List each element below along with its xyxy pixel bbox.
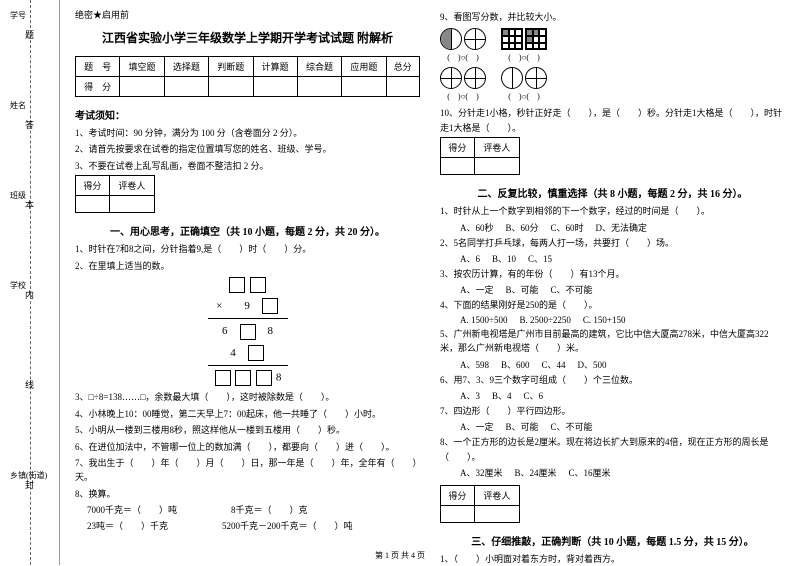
q9: 9、看图写分数，并比较大小。 [440, 10, 785, 24]
math-expr: × 9 [75, 297, 420, 315]
binding-mark: 封 [23, 480, 36, 489]
grader-box: 得分评卷人 [75, 175, 155, 213]
th: 计算题 [253, 57, 297, 77]
td: 得 分 [76, 77, 120, 97]
notice-item: 3、不要在试卷上乱写乱画，卷面不整洁扣 2 分。 [75, 159, 420, 173]
s2q1: 1、时针从上一个数字到相邻的下一个数字，经过的时间是（ ）。 [440, 204, 785, 218]
fraction-figures: ( )○( ) ( )○( ) [440, 67, 785, 102]
section1-head: 一、用心思考，正确填空（共 10 小题，每题 2 分，共 20 分）。 [75, 223, 420, 238]
s2q6: 6、用7、3、9三个数字可组成（ ）个三位数。 [440, 373, 785, 387]
s3q1: 1、（ ）小明面对着东方时，背对着西方。 [440, 552, 785, 566]
notice-item: 1、考试时间：90 分钟，满分为 100 分（含卷面分 2 分）。 [75, 126, 420, 140]
math-expr: 8 [75, 369, 420, 387]
math-expr [75, 276, 420, 294]
secret-label: 绝密★启用前 [75, 8, 420, 21]
grader-box: 得分评卷人 [440, 137, 520, 175]
th: 应用题 [342, 57, 386, 77]
exam-title: 江西省实验小学三年级数学上学期开学考试试题 附解析 [75, 29, 420, 46]
binding-mark: 内 [23, 290, 36, 299]
q6: 6、在进位加法中，不管哪一位上的数加满（ ），都要向（ ）进（ ）。 [75, 440, 420, 454]
content-area: 绝密★启用前 江西省实验小学三年级数学上学期开学考试试题 附解析 题 号 填空题… [60, 0, 800, 565]
q1: 1、时针在7和8之间，分针指着9,是（ ）时（ ）分。 [75, 242, 420, 256]
th: 题 号 [76, 57, 120, 77]
math-expr: 4 [75, 344, 420, 362]
grader-person: 评卷人 [109, 176, 154, 196]
s2q2-opts: A、6B、10C、15 [440, 252, 785, 265]
grader-score: 得分 [441, 138, 475, 158]
section2-head: 二、反复比较，慎重选择（共 8 小题，每题 2 分，共 16 分）。 [440, 185, 785, 200]
s2q3: 3、按农历计算，有的年份（ ）有13个月。 [440, 267, 785, 281]
s2q4: 4、下面的结果刚好是250的是（ ）。 [440, 298, 785, 312]
grader-box: 得分评卷人 [440, 485, 520, 523]
s2q7: 7、四边形（ ）平行四边形。 [440, 404, 785, 418]
binding-mark: 线 [23, 380, 36, 389]
th: 总分 [386, 57, 419, 77]
binding-label: 姓名 [10, 100, 26, 111]
th: 判断题 [209, 57, 253, 77]
s2q8-opts: A、32厘米B、24厘米C、16厘米 [440, 466, 785, 479]
compare-blank: ( )○( ) [447, 52, 479, 63]
binding-mark: 本 [23, 200, 36, 209]
binding-mark: 题 [23, 30, 36, 39]
section3-head: 三、仔细推敲，正确判断（共 10 小题，每题 1.5 分，共 15 分）。 [440, 533, 785, 548]
s2q5: 5、广州新电视塔是广州市目前最高的建筑，它比中信大厦高278米，中信大厦高322… [440, 327, 785, 356]
binding-margin: 学号 题 姓名 答 班级 本 学校 内 线 乡镇(街道) 封 [0, 0, 60, 565]
th: 综合题 [297, 57, 341, 77]
s2q8: 8、一个正方形的边长是2厘米。现在将边长扩大到原来的4倍，现在正方形的周长是（ … [440, 435, 785, 464]
th: 填空题 [120, 57, 164, 77]
s2q6-opts: A、3B、4C、6 [440, 389, 785, 402]
s2q1-opts: A、60秒B、60分C、60时D、无法确定 [440, 221, 785, 234]
binding-mark: 答 [23, 120, 36, 129]
math-line [208, 318, 288, 319]
q8: 8、换算。 [75, 487, 420, 501]
grader-score: 得分 [76, 176, 110, 196]
table-row: 题 号 填空题 选择题 判断题 计算题 综合题 应用题 总分 [76, 57, 420, 77]
th: 选择题 [164, 57, 208, 77]
q3: 3、□÷8=138……□，余数最大填（ ），这时被除数是（ ）。 [75, 390, 420, 404]
notice-title: 考试须知： [75, 107, 420, 122]
grader-person: 评卷人 [474, 138, 519, 158]
compare-blank: ( )○( ) [508, 91, 540, 102]
q8b: 23吨＝（ ）千克 5200千克－200千克＝（ ）吨 [75, 519, 420, 533]
binding-label: 学号 [10, 10, 26, 21]
fraction-figures: ( )○( ) ( )○( ) [440, 28, 785, 63]
math-expr: 6 8 [75, 322, 420, 340]
compare-blank: ( )○( ) [508, 52, 540, 63]
compare-blank: ( )○( ) [447, 91, 479, 102]
left-column: 绝密★启用前 江西省实验小学三年级数学上学期开学考试试题 附解析 题 号 填空题… [75, 8, 420, 557]
q10: 10、分针走1小格，秒针正好走（ ），是（ ）秒。分针走1大格是（ ），时针走1… [440, 106, 785, 135]
q2: 2、在里填上适当的数。 [75, 259, 420, 273]
grader-score: 得分 [441, 486, 475, 506]
notice-item: 2、请首先按要求在试卷的指定位置填写您的姓名、班级、学号。 [75, 142, 420, 156]
q7: 7、我出生于（ ）年（ ）月（ ）日，那一年是（ ）年，全年有（ ）天。 [75, 456, 420, 485]
s2q2: 2、5名同学打乒乓球，每两人打一场，共要打（ ）场。 [440, 236, 785, 250]
table-row: 得 分 [76, 77, 420, 97]
q4: 4、小林晚上10：00睡觉，第二天早上7：00起床，他一共睡了（ ）小时。 [75, 407, 420, 421]
q8a: 7000千克＝（ ）吨 8千克＝（ ）克 [75, 503, 420, 517]
grader-person: 评卷人 [474, 486, 519, 506]
score-table: 题 号 填空题 选择题 判断题 计算题 综合题 应用题 总分 得 分 [75, 56, 420, 97]
s2q7-opts: A、一定B、可能C、不可能 [440, 420, 785, 433]
s2q5-opts: A、598B、600C、44D、500 [440, 358, 785, 371]
math-line [208, 365, 288, 366]
s2q3-opts: A、一定B、可能C、不可能 [440, 283, 785, 296]
right-column: 9、看图写分数，并比较大小。 ( )○( ) ( )○( ) ( )○( ) (… [440, 8, 785, 557]
q5: 5、小明从一楼到三楼用8秒，照这样他从一楼到五楼用（ ）秒。 [75, 423, 420, 437]
s2q4-opts: A. 1500÷500B. 2500÷2250C. 150+150 [440, 315, 785, 325]
page-footer: 第 1 页 共 4 页 [375, 550, 425, 561]
